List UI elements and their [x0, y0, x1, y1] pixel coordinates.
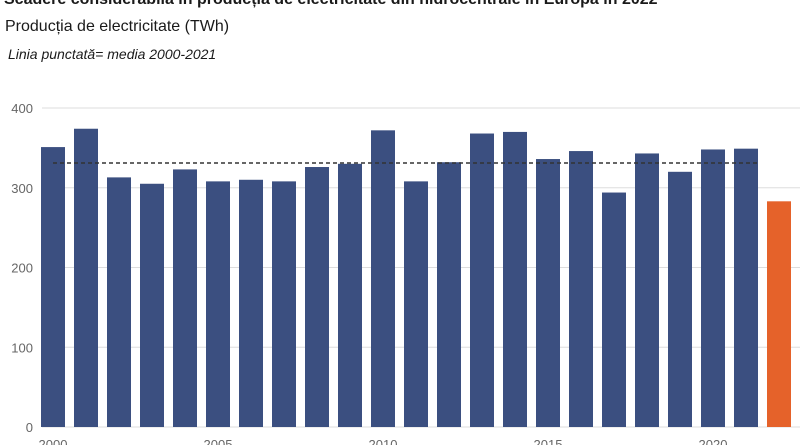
- bar-2007: [272, 181, 296, 427]
- bar-2019: [668, 171, 692, 427]
- bar-2011: [404, 181, 428, 427]
- y-tick-label: 400: [11, 101, 33, 116]
- y-tick-label: 0: [26, 420, 33, 435]
- bar-2001: [74, 128, 98, 428]
- y-tick-label: 100: [11, 340, 33, 355]
- bar-2010: [371, 130, 395, 427]
- x-tick-label: 2020: [699, 437, 728, 445]
- bar-2002: [107, 177, 131, 427]
- x-tick-label: 2005: [204, 437, 233, 445]
- bar-2013: [470, 133, 494, 427]
- bar-2000: [41, 147, 65, 427]
- x-tick-label: 2000: [39, 437, 68, 445]
- bar-2018: [635, 153, 659, 427]
- bar-2015: [536, 159, 560, 428]
- bar-2014: [503, 131, 527, 428]
- bar-2004: [173, 169, 197, 427]
- bar-2021: [734, 148, 758, 428]
- bar-2017: [602, 192, 626, 427]
- bar-2022: [767, 201, 791, 427]
- chart-title: Scădere considerabilă în producția de el…: [4, 0, 658, 9]
- x-tick-label: 2010: [369, 437, 398, 445]
- bar-2020: [701, 149, 725, 427]
- bar-2003: [140, 183, 164, 427]
- y-tick-label: 200: [11, 261, 33, 276]
- chart-subtitle: Producția de electricitate (TWh): [5, 18, 230, 35]
- y-tick-label: 300: [11, 181, 33, 196]
- bar-2009: [338, 163, 362, 427]
- bar-2006: [239, 179, 263, 427]
- bar-2008: [305, 167, 329, 427]
- bar-2016: [569, 151, 593, 427]
- x-tick-label: 2015: [534, 437, 563, 445]
- bar-2005: [206, 181, 230, 427]
- bar-2012: [437, 162, 461, 428]
- chart-note: Linia punctată= media 2000-2021: [8, 46, 217, 62]
